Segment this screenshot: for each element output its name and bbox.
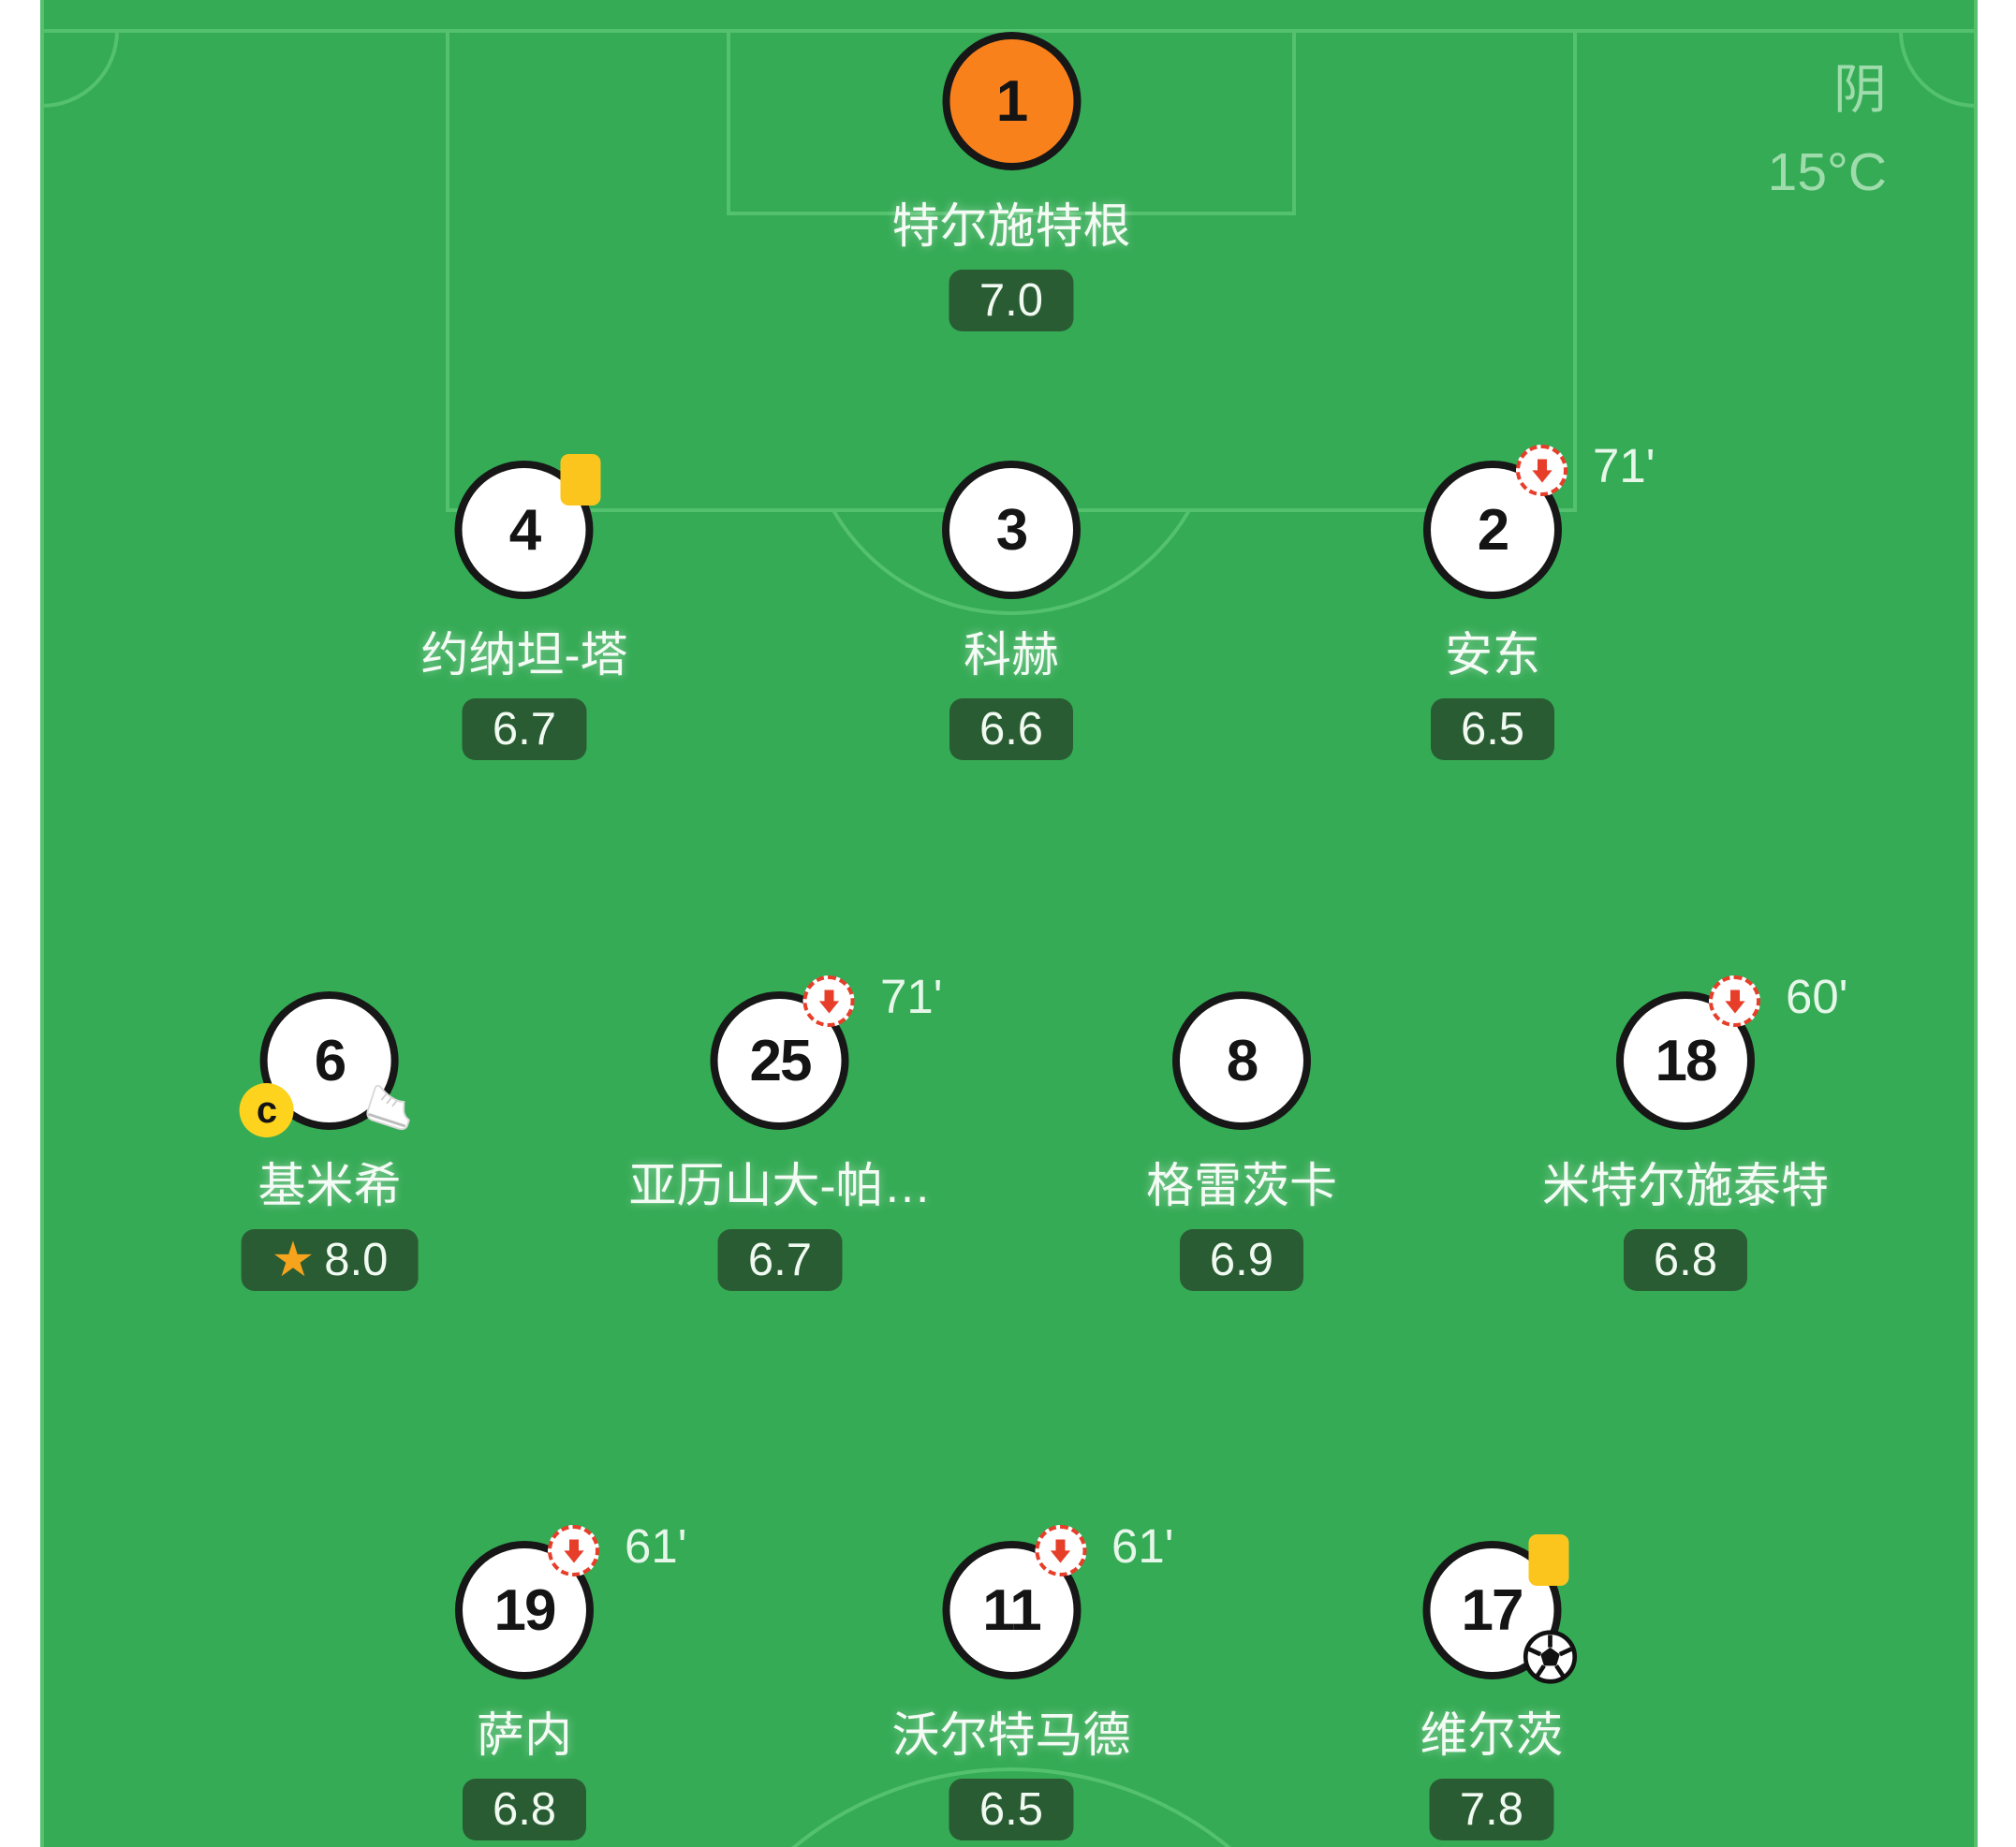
- player-18[interactable]: 18 60' 米特尔施泰特 6.8: [1541, 970, 1847, 1291]
- substitution-minute-label: 71': [1593, 439, 1655, 492]
- substituted-off-icon: [1034, 1525, 1086, 1576]
- player-number-circle: 3: [942, 461, 1081, 599]
- player-rating-badge: 6.5: [1430, 698, 1555, 760]
- player-circle-wrap: 3: [942, 461, 1081, 599]
- down-arrow-icon: [1724, 989, 1745, 1013]
- substitution-minute-label: 60': [1785, 970, 1848, 1023]
- player-circle-wrap: 4: [454, 454, 601, 599]
- weather-condition: 阴: [1833, 60, 1887, 120]
- boot-badge: [360, 1079, 416, 1136]
- player-name: 沃尔特马德: [891, 1708, 1131, 1762]
- player-circle-wrap: 25 71': [710, 970, 942, 1130]
- player-name: 科赫: [963, 628, 1059, 682]
- player-name: 安东: [1444, 628, 1540, 682]
- player-rating-value: 7.0: [979, 275, 1044, 326]
- player-name: 米特尔施泰特: [1541, 1159, 1830, 1212]
- player-25[interactable]: 25 71' 亚历山大-帕… 6.7: [628, 970, 942, 1291]
- player-rating-value: 6.5: [979, 1784, 1044, 1835]
- player-rating-value: 6.5: [1460, 704, 1525, 755]
- substituted-off-icon: [1516, 445, 1567, 496]
- player-4[interactable]: 4 约纳坦-塔 6.7: [420, 454, 628, 760]
- player-number-circle: 19: [455, 1541, 594, 1679]
- player-name: 萨内: [476, 1708, 572, 1762]
- player-name: 格雷茨卡: [1145, 1159, 1338, 1212]
- player-rating-value: 7.8: [1459, 1784, 1524, 1835]
- down-arrow-icon: [563, 1539, 584, 1562]
- player-rating-badge: 6.8: [462, 1779, 587, 1840]
- down-arrow-icon: [1050, 1539, 1071, 1562]
- yellow-card-icon: [560, 454, 601, 506]
- player-rating-value: 8.0: [324, 1235, 389, 1285]
- down-arrow-icon: [1531, 459, 1552, 482]
- substituted-off-icon: [548, 1525, 599, 1576]
- player-circle-wrap: 2 71': [1423, 439, 1655, 599]
- player-rating-value: 6.9: [1209, 1235, 1274, 1285]
- player-circle-wrap: 11 61': [941, 1519, 1173, 1679]
- player-rating-badge: 6.5: [949, 1779, 1074, 1840]
- player-1[interactable]: 1 特尔施特根 7.0: [891, 32, 1131, 331]
- substituted-off-icon: [1708, 975, 1760, 1027]
- player-circle-wrap: 17: [1421, 1534, 1577, 1684]
- player-circle-wrap: 18 60': [1615, 970, 1847, 1130]
- player-rating-badge: 6.9: [1179, 1229, 1304, 1291]
- player-rating-value: 6.8: [1653, 1235, 1718, 1285]
- weather-temperature: 15°C: [1767, 142, 1887, 202]
- player-number-circle: 8: [1171, 991, 1311, 1130]
- player-name: 亚历山大-帕…: [628, 1159, 932, 1212]
- player-2[interactable]: 2 71' 安东 6.5: [1423, 439, 1655, 760]
- player-6[interactable]: 6 c 基米希 ★ 8.0: [240, 991, 419, 1291]
- player-rating-value: 6.7: [747, 1235, 813, 1285]
- player-rating-value: 6.7: [492, 704, 557, 755]
- player-17[interactable]: 17 维尔茨 7.8: [1420, 1534, 1577, 1840]
- substitution-minute-label: 71': [879, 970, 943, 1023]
- player-name: 维尔茨: [1420, 1708, 1564, 1762]
- player-number-circle: 11: [941, 1541, 1081, 1679]
- substitution-minute-label: 61': [1111, 1519, 1174, 1573]
- player-19[interactable]: 19 61' 萨内 6.8: [455, 1519, 686, 1840]
- player-rating-badge: 6.8: [1623, 1229, 1748, 1291]
- player-circle-wrap: 8: [1171, 991, 1311, 1130]
- star-icon: ★: [271, 1233, 316, 1287]
- player-rating-badge: 7.8: [1429, 1779, 1554, 1840]
- player-circle-wrap: 19 61': [455, 1519, 686, 1679]
- goal-ball-icon: [1523, 1630, 1577, 1684]
- goal-badge: [1522, 1629, 1578, 1685]
- player-name: 特尔施特根: [891, 199, 1131, 253]
- substituted-off-icon: [802, 975, 855, 1027]
- down-arrow-icon: [818, 989, 840, 1013]
- player-11[interactable]: 11 61' 沃尔特马德 6.5: [891, 1519, 1173, 1840]
- player-rating-value: 6.6: [979, 704, 1044, 755]
- player-circle-wrap: 1: [941, 32, 1081, 170]
- player-rating-badge: ★ 8.0: [241, 1229, 419, 1291]
- player-name: 基米希: [258, 1159, 402, 1212]
- player-number-circle: 25: [710, 991, 849, 1130]
- player-8[interactable]: 8 格雷茨卡 6.9: [1146, 991, 1337, 1291]
- player-rating-badge: 6.6: [949, 698, 1074, 760]
- substitution-minute-label: 61': [625, 1519, 687, 1573]
- match-weather: 阴 15°C: [1768, 49, 1887, 213]
- boot-icon: [366, 1084, 411, 1131]
- player-name: 约纳坦-塔: [420, 628, 628, 682]
- player-rating-badge: 6.7: [717, 1229, 843, 1291]
- player-number-circle: 1: [941, 32, 1081, 170]
- player-rating-badge: 7.0: [949, 270, 1074, 331]
- player-rating-value: 6.8: [492, 1784, 557, 1835]
- player-rating-badge: 6.7: [462, 698, 587, 760]
- yellow-card-icon: [1527, 1534, 1568, 1586]
- captain-badge: c: [240, 1083, 294, 1137]
- player-3[interactable]: 3 科赫 6.6: [942, 461, 1081, 760]
